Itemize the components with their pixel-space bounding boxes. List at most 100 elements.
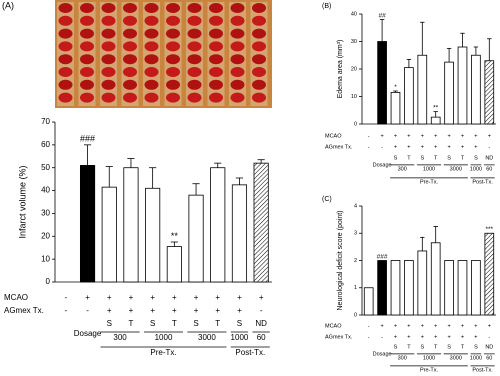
bar — [484, 60, 495, 125]
row-cell: - — [368, 334, 370, 340]
slice — [209, 15, 223, 26]
slice — [230, 92, 245, 103]
y-tick-label: 4 — [354, 203, 357, 209]
slice — [144, 54, 159, 65]
slice — [80, 15, 94, 26]
row-label: MCAO — [4, 293, 28, 302]
bar — [188, 194, 204, 283]
group-label: Pre-Tx. — [420, 367, 439, 373]
slice — [252, 15, 266, 26]
y-tick-label: 0 — [46, 277, 51, 286]
slice — [252, 79, 266, 90]
slice-strip — [250, 2, 268, 106]
row-cell: - — [65, 306, 68, 315]
row-cell: + — [85, 293, 90, 302]
bar — [377, 260, 387, 316]
row-cell: + — [407, 323, 410, 329]
slice-strip — [229, 2, 246, 106]
row-cell: ND — [485, 155, 493, 161]
slice — [123, 67, 137, 77]
slice — [209, 79, 223, 90]
slice — [80, 92, 94, 103]
row-cell: + — [421, 323, 424, 329]
row-cell: + — [474, 144, 477, 150]
row-cell: T — [434, 155, 438, 161]
row-cell: ND — [255, 319, 267, 328]
row-cell: T — [407, 344, 411, 350]
row-cell: + — [447, 334, 450, 340]
bar — [444, 260, 454, 316]
y-tick-label: 70 — [41, 117, 50, 126]
slice — [166, 41, 180, 52]
significance: ### — [80, 134, 95, 144]
slice — [187, 79, 202, 90]
row-cell: - — [368, 133, 370, 139]
row-cell: + — [107, 293, 112, 302]
bar — [457, 46, 468, 125]
row-cell: + — [407, 144, 410, 150]
slice — [187, 54, 202, 65]
slice — [230, 28, 245, 39]
slice — [166, 28, 180, 39]
group-label: Post-Tx. — [472, 179, 493, 185]
dosage-label: Dosage — [74, 329, 102, 338]
slice-strip — [164, 2, 182, 106]
row-cell: + — [394, 144, 397, 150]
row-cell: + — [447, 144, 450, 150]
slice — [144, 28, 159, 39]
dosage-label: Dosage — [373, 351, 392, 357]
slice — [80, 67, 94, 77]
slice — [209, 28, 223, 39]
slice-strip — [100, 2, 117, 106]
slice — [101, 15, 116, 26]
significance: ** — [171, 231, 179, 241]
row-label: AGmex Tx. — [325, 334, 353, 340]
group-label: 3000 — [450, 166, 462, 172]
slice — [166, 3, 180, 13]
slice — [252, 54, 266, 65]
row-cell: + — [447, 323, 450, 329]
row-cell: + — [394, 334, 397, 340]
row-cell: S — [107, 319, 112, 328]
row-cell: T — [172, 319, 177, 328]
bar — [404, 260, 414, 316]
y-tick-label: 0 — [354, 121, 357, 127]
row-cell: S — [447, 155, 451, 161]
row-cell: - — [381, 334, 383, 340]
slice — [101, 54, 116, 65]
significance: ** — [433, 104, 439, 111]
slice — [80, 79, 94, 90]
y-axis-label: Infarct volume (%) — [17, 165, 27, 238]
row-cell: + — [407, 133, 410, 139]
slice — [101, 79, 116, 90]
group-label: 60 — [486, 355, 492, 361]
row-cell: S — [193, 319, 198, 328]
slice — [58, 67, 73, 77]
slice — [144, 3, 159, 13]
bar — [210, 167, 226, 283]
bar — [363, 287, 374, 316]
slice — [58, 92, 73, 103]
bar — [484, 232, 495, 316]
significance: *** — [486, 226, 494, 233]
row-cell: + — [407, 334, 410, 340]
row-cell: + — [194, 293, 199, 302]
row-cell: + — [150, 293, 155, 302]
slice — [123, 41, 137, 52]
row-cell: + — [461, 133, 464, 139]
slice-strip — [78, 2, 96, 106]
row-cell: S — [474, 344, 478, 350]
slice — [58, 54, 73, 65]
row-cell: + — [107, 306, 112, 315]
slice — [101, 67, 116, 77]
group-label: 300 — [398, 166, 407, 172]
slice — [101, 41, 116, 52]
group-label: 1000 — [231, 333, 249, 342]
slice — [101, 3, 116, 13]
row-cell: + — [129, 306, 134, 315]
slice — [123, 15, 137, 26]
group-label: Post-Tx. — [235, 348, 265, 357]
bar — [101, 186, 117, 283]
bar — [471, 54, 481, 125]
